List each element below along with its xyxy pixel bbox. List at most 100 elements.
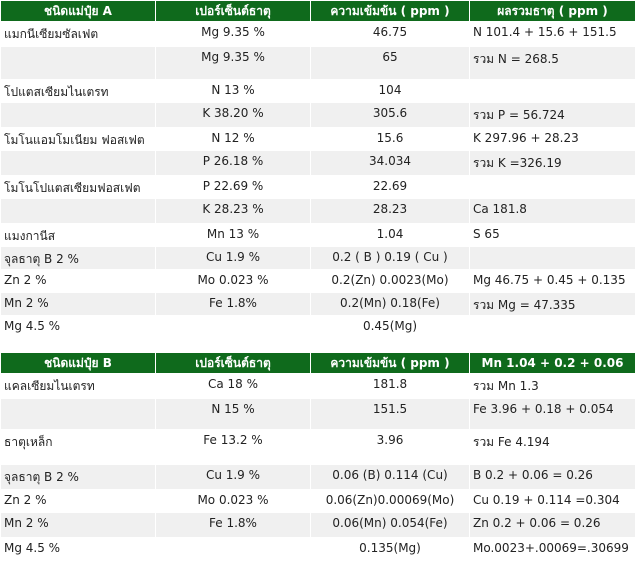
cell-total — [470, 176, 635, 198]
header-element-total: ผลรวมธาตุ ( ppm ) — [470, 1, 635, 21]
cell-total: Ca 181.8 — [470, 199, 635, 223]
cell-concentration: 0.06(Zn)0.00069(Mo) — [311, 490, 469, 512]
cell-fertilizer: โมโนแอมโมเนียม ฟอสเฟต — [1, 128, 155, 150]
cell-percent: K 38.20 % — [156, 103, 310, 127]
cell-percent: Mo 0.023 % — [156, 490, 310, 512]
table-row: N 15 % 151.5 Fe 3.96 + 0.18 + 0.054 — [1, 399, 635, 429]
cell-concentration: 65 — [311, 47, 469, 79]
header-element-percent: เปอร์เซ็นต์ธาตุ — [156, 1, 310, 21]
cell-percent — [156, 316, 310, 338]
cell-percent: Fe 1.8% — [156, 293, 310, 315]
cell-total: Mg 46.75 + 0.45 + 0.135 — [470, 270, 635, 292]
cell-percent: Cu 1.9 % — [156, 247, 310, 269]
cell-concentration: 0.135(Mg) — [311, 538, 469, 560]
table-row: จุลธาตุ B 2 % Cu 1.9 % 0.2 ( B ) 0.19 ( Cu… — [1, 247, 635, 269]
header-concentration: ความเข้มข้น ( ppm ) — [311, 1, 469, 21]
cell-percent: N 15 % — [156, 399, 310, 429]
cell-total: Mo.0023+.00069=.30699 — [470, 538, 635, 560]
cell-total: S 65 — [470, 224, 635, 246]
cell-percent: N 12 % — [156, 128, 310, 150]
cell-concentration: 0.2(Mn) 0.18(Fe) — [311, 293, 469, 315]
cell-fertilizer: จุลธาตุ B 2 % — [1, 247, 155, 269]
cell-fertilizer — [1, 199, 155, 223]
cell-total — [470, 247, 635, 269]
cell-fertilizer — [1, 399, 155, 429]
cell-percent: K 28.23 % — [156, 199, 310, 223]
cell-fertilizer: โมโนโปแตสเซียมฟอสเฟต — [1, 176, 155, 198]
cell-concentration: 151.5 — [311, 399, 469, 429]
cell-percent: Mg 9.35 % — [156, 47, 310, 79]
cell-concentration: 0.06 (B) 0.114 (Cu) — [311, 465, 469, 489]
cell-percent: P 22.69 % — [156, 176, 310, 198]
fertilizer-b-table: ชนิดแม่ปุ๋ย B เปอร์เซ็นต์ธาตุ ความเข้มข้… — [0, 352, 635, 561]
cell-percent — [156, 538, 310, 560]
cell-fertilizer: Zn 2 % — [1, 270, 155, 292]
cell-percent: Mn 13 % — [156, 224, 310, 246]
cell-total: รวม Mn 1.3 — [470, 374, 635, 398]
cell-total: รวม P = 56.724 — [470, 103, 635, 127]
cell-fertilizer: Mn 2 % — [1, 293, 155, 315]
header-element-percent: เปอร์เซ็นต์ธาตุ — [156, 353, 310, 373]
table-row: ธาตุเหล็ก Fe 13.2 % 3.96 รวม Fe 4.194 — [1, 430, 635, 464]
table-row: Mn 2 % Fe 1.8% 0.2(Mn) 0.18(Fe) รวม Mg = 47… — [1, 293, 635, 315]
cell-percent: Mo 0.023 % — [156, 270, 310, 292]
header-fertilizer-type: ชนิดแม่ปุ๋ย A — [1, 1, 155, 21]
cell-fertilizer: ธาตุเหล็ก — [1, 430, 155, 464]
cell-concentration: 305.6 — [311, 103, 469, 127]
cell-total — [470, 80, 635, 102]
cell-total: รวม Fe 4.194 — [470, 430, 635, 464]
table-row: แมงกานีส Mn 13 % 1.04 S 65 — [1, 224, 635, 246]
cell-percent: Ca 18 % — [156, 374, 310, 398]
cell-total: Fe 3.96 + 0.18 + 0.054 — [470, 399, 635, 429]
table-header-row: ชนิดแม่ปุ๋ย A เปอร์เซ็นต์ธาตุ ความเข้มข้… — [1, 1, 635, 21]
cell-percent: P 26.18 % — [156, 151, 310, 175]
cell-fertilizer — [1, 103, 155, 127]
cell-concentration: 22.69 — [311, 176, 469, 198]
cell-concentration: 0.2(Zn) 0.0023(Mo) — [311, 270, 469, 292]
table-row: โมโนโปแตสเซียมฟอสเฟต P 22.69 % 22.69 — [1, 176, 635, 198]
table-body: แคลเซียมไนเตรท Ca 18 % 181.8 รวม Mn 1.3 N 15… — [1, 374, 635, 560]
table-row: โมโนแอมโมเนียม ฟอสเฟต N 12 % 15.6 K 297.96 … — [1, 128, 635, 150]
cell-total — [470, 316, 635, 338]
cell-percent: Mg 9.35 % — [156, 22, 310, 46]
cell-percent: Fe 13.2 % — [156, 430, 310, 464]
cell-concentration: 28.23 — [311, 199, 469, 223]
header-manganese-total: Mn 1.04 + 0.2 + 0.06 — [470, 353, 635, 373]
cell-concentration: 0.2 ( B ) 0.19 ( Cu ) — [311, 247, 469, 269]
table-row: จุลธาตุ B 2 % Cu 1.9 % 0.06 (B) 0.114 (Cu)… — [1, 465, 635, 489]
cell-concentration: 1.04 — [311, 224, 469, 246]
cell-percent: Fe 1.8% — [156, 513, 310, 537]
fertilizer-a-table: ชนิดแม่ปุ๋ย A เปอร์เซ็นต์ธาตุ ความเข้มข้… — [1, 1, 635, 338]
table-header-row: ชนิดแม่ปุ๋ย B เปอร์เซ็นต์ธาตุ ความเข้มข้… — [1, 353, 635, 373]
cell-concentration: 46.75 — [311, 22, 469, 46]
cell-fertilizer: Mn 2 % — [1, 513, 155, 537]
table-row: Mg 4.5 % 0.45(Mg) — [1, 316, 635, 338]
cell-total: รวม K =326.19 — [470, 151, 635, 175]
table-row: แมกนีเซียมซัลเฟต Mg 9.35 % 46.75 N 101.4 + … — [1, 22, 635, 46]
cell-fertilizer: Zn 2 % — [1, 490, 155, 512]
cell-fertilizer: โปแตสเซียมไนเตรท — [1, 80, 155, 102]
table-row: แคลเซียมไนเตรท Ca 18 % 181.8 รวม Mn 1.3 — [1, 374, 635, 398]
cell-fertilizer: Mg 4.5 % — [1, 316, 155, 338]
table-row: โปแตสเซียมไนเตรท N 13 % 104 — [1, 80, 635, 102]
cell-concentration: 0.45(Mg) — [311, 316, 469, 338]
cell-concentration: 3.96 — [311, 430, 469, 464]
table-row: Zn 2 % Mo 0.023 % 0.06(Zn)0.00069(Mo) Cu 0.… — [1, 490, 635, 512]
header-concentration: ความเข้มข้น ( ppm ) — [311, 353, 469, 373]
table-row: Mg 4.5 % 0.135(Mg) Mo.0023+.00069=.30699 — [1, 538, 635, 560]
table-row: Zn 2 % Mo 0.023 % 0.2(Zn) 0.0023(Mo) Mg 46.… — [1, 270, 635, 292]
cell-percent: Cu 1.9 % — [156, 465, 310, 489]
cell-total: N 101.4 + 15.6 + 151.5 — [470, 22, 635, 46]
cell-concentration: 104 — [311, 80, 469, 102]
cell-fertilizer: Mg 4.5 % — [1, 538, 155, 560]
cell-concentration: 0.06(Mn) 0.054(Fe) — [311, 513, 469, 537]
cell-concentration: 34.034 — [311, 151, 469, 175]
cell-fertilizer: แคลเซียมไนเตรท — [1, 374, 155, 398]
cell-fertilizer — [1, 151, 155, 175]
table-row: K 28.23 % 28.23 Ca 181.8 — [1, 199, 635, 223]
cell-concentration: 15.6 — [311, 128, 469, 150]
table-row: Mn 2 % Fe 1.8% 0.06(Mn) 0.054(Fe) Zn 0.2 + … — [1, 513, 635, 537]
table-row: Mg 9.35 % 65 รวม N = 268.5 — [1, 47, 635, 79]
cell-total: Cu 0.19 + 0.114 =0.304 — [470, 490, 635, 512]
cell-fertilizer: จุลธาตุ B 2 % — [1, 465, 155, 489]
